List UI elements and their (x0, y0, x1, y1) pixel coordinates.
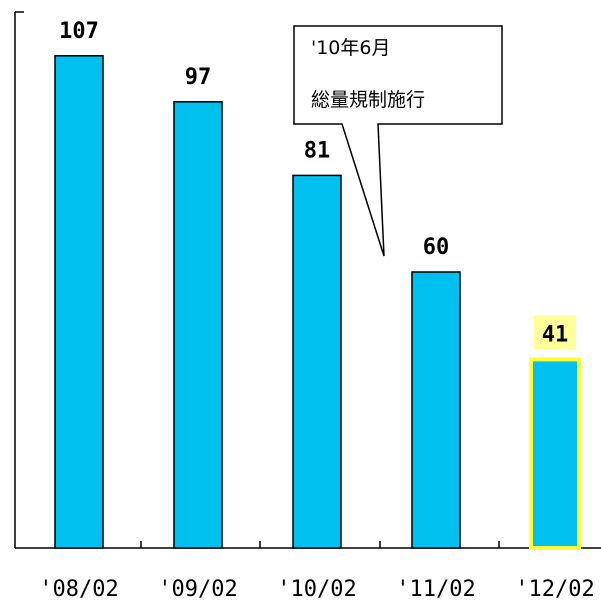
x-tick-label-1: '09/02 (158, 577, 237, 602)
value-label-highlight (534, 315, 576, 350)
bar-3 (411, 271, 461, 549)
bar-4 (529, 357, 581, 550)
value-label-2: 81 (304, 138, 331, 163)
x-tick-labels: '08/02 '09/02 '10/02 '11/02 '12/02 (39, 577, 594, 602)
callout-line-1: '10年6月 (311, 37, 391, 59)
callout-box (293, 25, 503, 257)
x-tick-label-4: '12/02 (515, 577, 594, 602)
x-tick-label-3: '11/02 (396, 577, 475, 602)
x-tick-label-0: '08/02 (39, 577, 118, 602)
annotation-callout: '10年6月 総量規制施行 (293, 25, 503, 257)
x-tick-label-2: '10/02 (277, 577, 356, 602)
x-axis-ticks (140, 541, 500, 548)
value-label-0: 107 (59, 19, 99, 44)
callout-line-2: 総量規制施行 (311, 89, 425, 111)
bar-1 (173, 101, 223, 549)
bar-0 (54, 55, 104, 549)
value-labels: 107 97 81 60 41 (59, 19, 576, 350)
value-label-4: 41 (542, 322, 569, 347)
value-label-1: 97 (185, 65, 212, 90)
bar-2 (292, 174, 342, 549)
value-label-3: 60 (423, 235, 450, 260)
bar-series (54, 55, 581, 550)
